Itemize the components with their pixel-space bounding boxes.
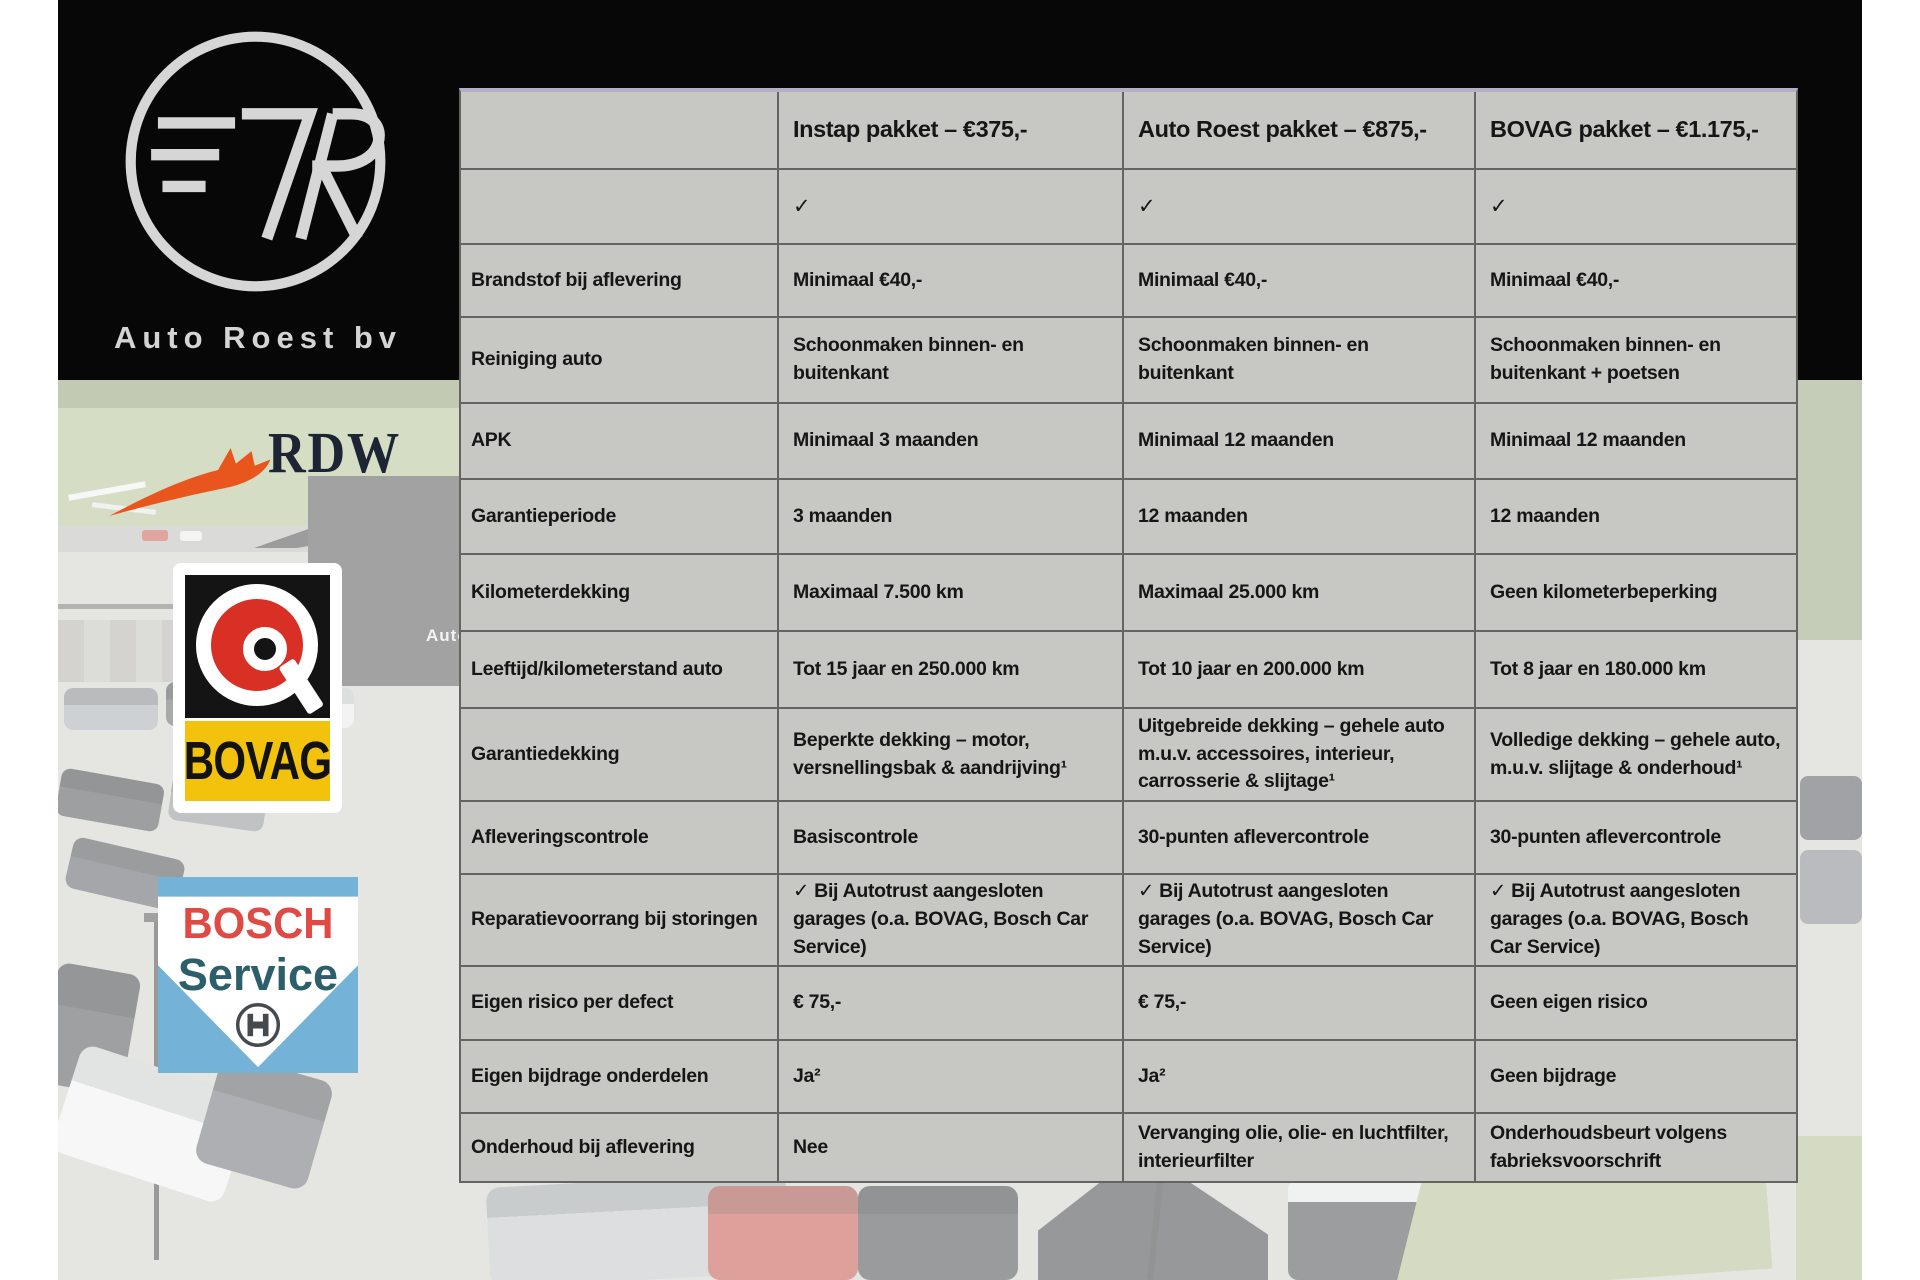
value-cell: ✓ Bij Autotrust aangesloten garages (o.a…: [777, 875, 1122, 967]
value-cell: 3 maanden: [777, 480, 1122, 555]
table-row: Kilometerdekking Maximaal 7.500 km Maximaa…: [461, 555, 1796, 632]
check-cell: ✓: [1122, 170, 1474, 245]
value-cell: Uitgebreide dekking – gehele auto m.u.v.…: [1122, 709, 1474, 802]
value-cell: ✓ Bij Autotrust aangesloten garages (o.a…: [1122, 875, 1474, 967]
check-cell: ✓: [777, 170, 1122, 245]
row-label: Onderhoud bij aflevering: [471, 1135, 695, 1158]
value-cell: € 75,-: [1122, 967, 1474, 1041]
value-cell: Volledige dekking – gehele auto, m.u.v. …: [1474, 709, 1796, 802]
package-column-header: BOVAG pakket – €1.175,-: [1474, 92, 1796, 170]
value-cell: Minimaal €40,-: [777, 245, 1122, 318]
auto-roest-monogram-icon: [125, 31, 386, 292]
row-label: Kilometerdekking: [461, 555, 777, 632]
package-column-header: Instap pakket – €375,-: [777, 92, 1122, 170]
value-cell: Maximaal 7.500 km: [777, 555, 1122, 632]
bosch-wordmark: BOSCH: [182, 899, 334, 948]
value-cell: Geen kilometerbeperking: [1474, 555, 1796, 632]
value-cell: Maximaal 25.000 km: [1122, 555, 1474, 632]
value-cell: Nee: [777, 1114, 1122, 1181]
bovag-wordmark: BOVAG: [183, 731, 332, 791]
bosch-armature-icon: [235, 1002, 281, 1048]
header-empty-cell: [461, 92, 777, 170]
value-cell: Onderhoudsbeurt volgens fabrieksvoorschr…: [1474, 1114, 1796, 1181]
value-cell: 12 maanden: [1474, 480, 1796, 555]
row-label: Garantieperiode: [461, 480, 777, 555]
value-cell: Minimaal 12 maanden: [1474, 404, 1796, 480]
table-row: Brandstof bij aflevering Minimaal €40,- Mi…: [461, 245, 1796, 318]
table-row: Leeftijd/kilometerstand auto Tot 15 jaar …: [461, 632, 1796, 709]
value-cell: Geen eigen risico: [1474, 967, 1796, 1041]
table-row: APK Minimaal 3 maanden Minimaal 12 maanden…: [461, 404, 1796, 480]
value-cell: Vervanging olie, olie- en luchtfilter, i…: [1122, 1114, 1474, 1181]
table-row: Garantieperiode 3 maanden 12 maanden 12 maa…: [461, 480, 1796, 555]
table-row: ✓ ✓ ✓: [461, 170, 1796, 245]
rdw-wing-icon: [109, 447, 271, 517]
bovag-yellow-band: BOVAG: [183, 721, 332, 801]
table-row: Afleveringscontrole Basiscontrole 30-punte…: [461, 802, 1796, 875]
table-row: Eigen risico per defect € 75,- € 75,- Geen …: [461, 967, 1796, 1041]
rdw-wordmark: RDW: [268, 420, 402, 485]
bovag-logo: BOVAG: [173, 563, 342, 813]
table-row: Reparatievoorrang bij storingen ✓ Bij Aut…: [461, 875, 1796, 967]
row-label: Eigen risico per defect: [461, 967, 777, 1041]
bosch-service-logo: BOSCH Service: [158, 877, 358, 1073]
value-cell: Tot 8 jaar en 180.000 km: [1474, 632, 1796, 709]
value-cell: Minimaal €40,-: [1122, 245, 1474, 318]
value-cell: 12 maanden: [1122, 480, 1474, 555]
row-label: Leeftijd/kilometerstand auto: [461, 632, 777, 709]
value-cell: Beperkte dekking – motor, versnellingsba…: [777, 709, 1122, 802]
value-cell: 30-punten aflevercontrole: [1474, 802, 1796, 875]
value-cell: Ja²: [777, 1041, 1122, 1114]
row-label: Afleveringscontrole: [461, 802, 777, 875]
rdw-logo: RDW: [100, 405, 430, 555]
value-cell: Schoonmaken binnen- en buitenkant: [1122, 318, 1474, 404]
check-cell: ✓: [1474, 170, 1796, 245]
value-cell: Schoonmaken binnen- en buitenkant: [777, 318, 1122, 404]
row-label: Eigen bijdrage onderdelen: [461, 1041, 777, 1114]
row-label: APK: [461, 404, 777, 480]
value-cell: Tot 15 jaar en 250.000 km: [777, 632, 1122, 709]
row-label: [461, 170, 777, 245]
value-cell: 30-punten aflevercontrole: [1122, 802, 1474, 875]
value-cell: Schoonmaken binnen- en buitenkant + poet…: [1474, 318, 1796, 404]
value-cell: Minimaal 12 maanden: [1122, 404, 1474, 480]
table-row: Reiniging auto Schoonmaken binnen- en bui…: [461, 318, 1796, 404]
row-label: Reparatievoorrang bij storingen: [461, 875, 777, 967]
bovag-target-icon: [185, 575, 330, 718]
value-cell: Ja²: [1122, 1041, 1474, 1114]
bosch-service-label: Service: [177, 949, 339, 1000]
row-label: Garantiedekking: [461, 709, 777, 802]
row-label: Reiniging auto: [461, 318, 777, 404]
table-row: Eigen bijdrage onderdelen Ja² Ja² Geen bijd…: [461, 1041, 1796, 1114]
value-cell: € 75,-: [777, 967, 1122, 1041]
bovag-lens: [243, 627, 287, 671]
value-cell: ✓ Bij Autotrust aangesloten garages (o.a…: [1474, 875, 1796, 967]
table-header-row: Instap pakket – €375,- Auto Roest pakket …: [461, 92, 1796, 170]
value-cell: Geen bijdrage: [1474, 1041, 1796, 1114]
package-comparison-table: Instap pakket – €375,- Auto Roest pakket …: [459, 88, 1798, 1183]
value-cell: Minimaal 3 maanden: [777, 404, 1122, 480]
table-row: Onderhoud bij aflevering Nee Vervanging ol…: [461, 1114, 1796, 1181]
brand-name: Auto Roest bv: [113, 320, 403, 355]
value-cell: Basiscontrole: [777, 802, 1122, 875]
value-cell: Minimaal €40,-: [1474, 245, 1796, 318]
row-label: Brandstof bij aflevering: [461, 245, 777, 318]
package-column-header: Auto Roest pakket – €875,-: [1122, 92, 1474, 170]
table-row: Garantiedekking Beperkte dekking – motor,…: [461, 709, 1796, 802]
value-cell: Tot 10 jaar en 200.000 km: [1122, 632, 1474, 709]
